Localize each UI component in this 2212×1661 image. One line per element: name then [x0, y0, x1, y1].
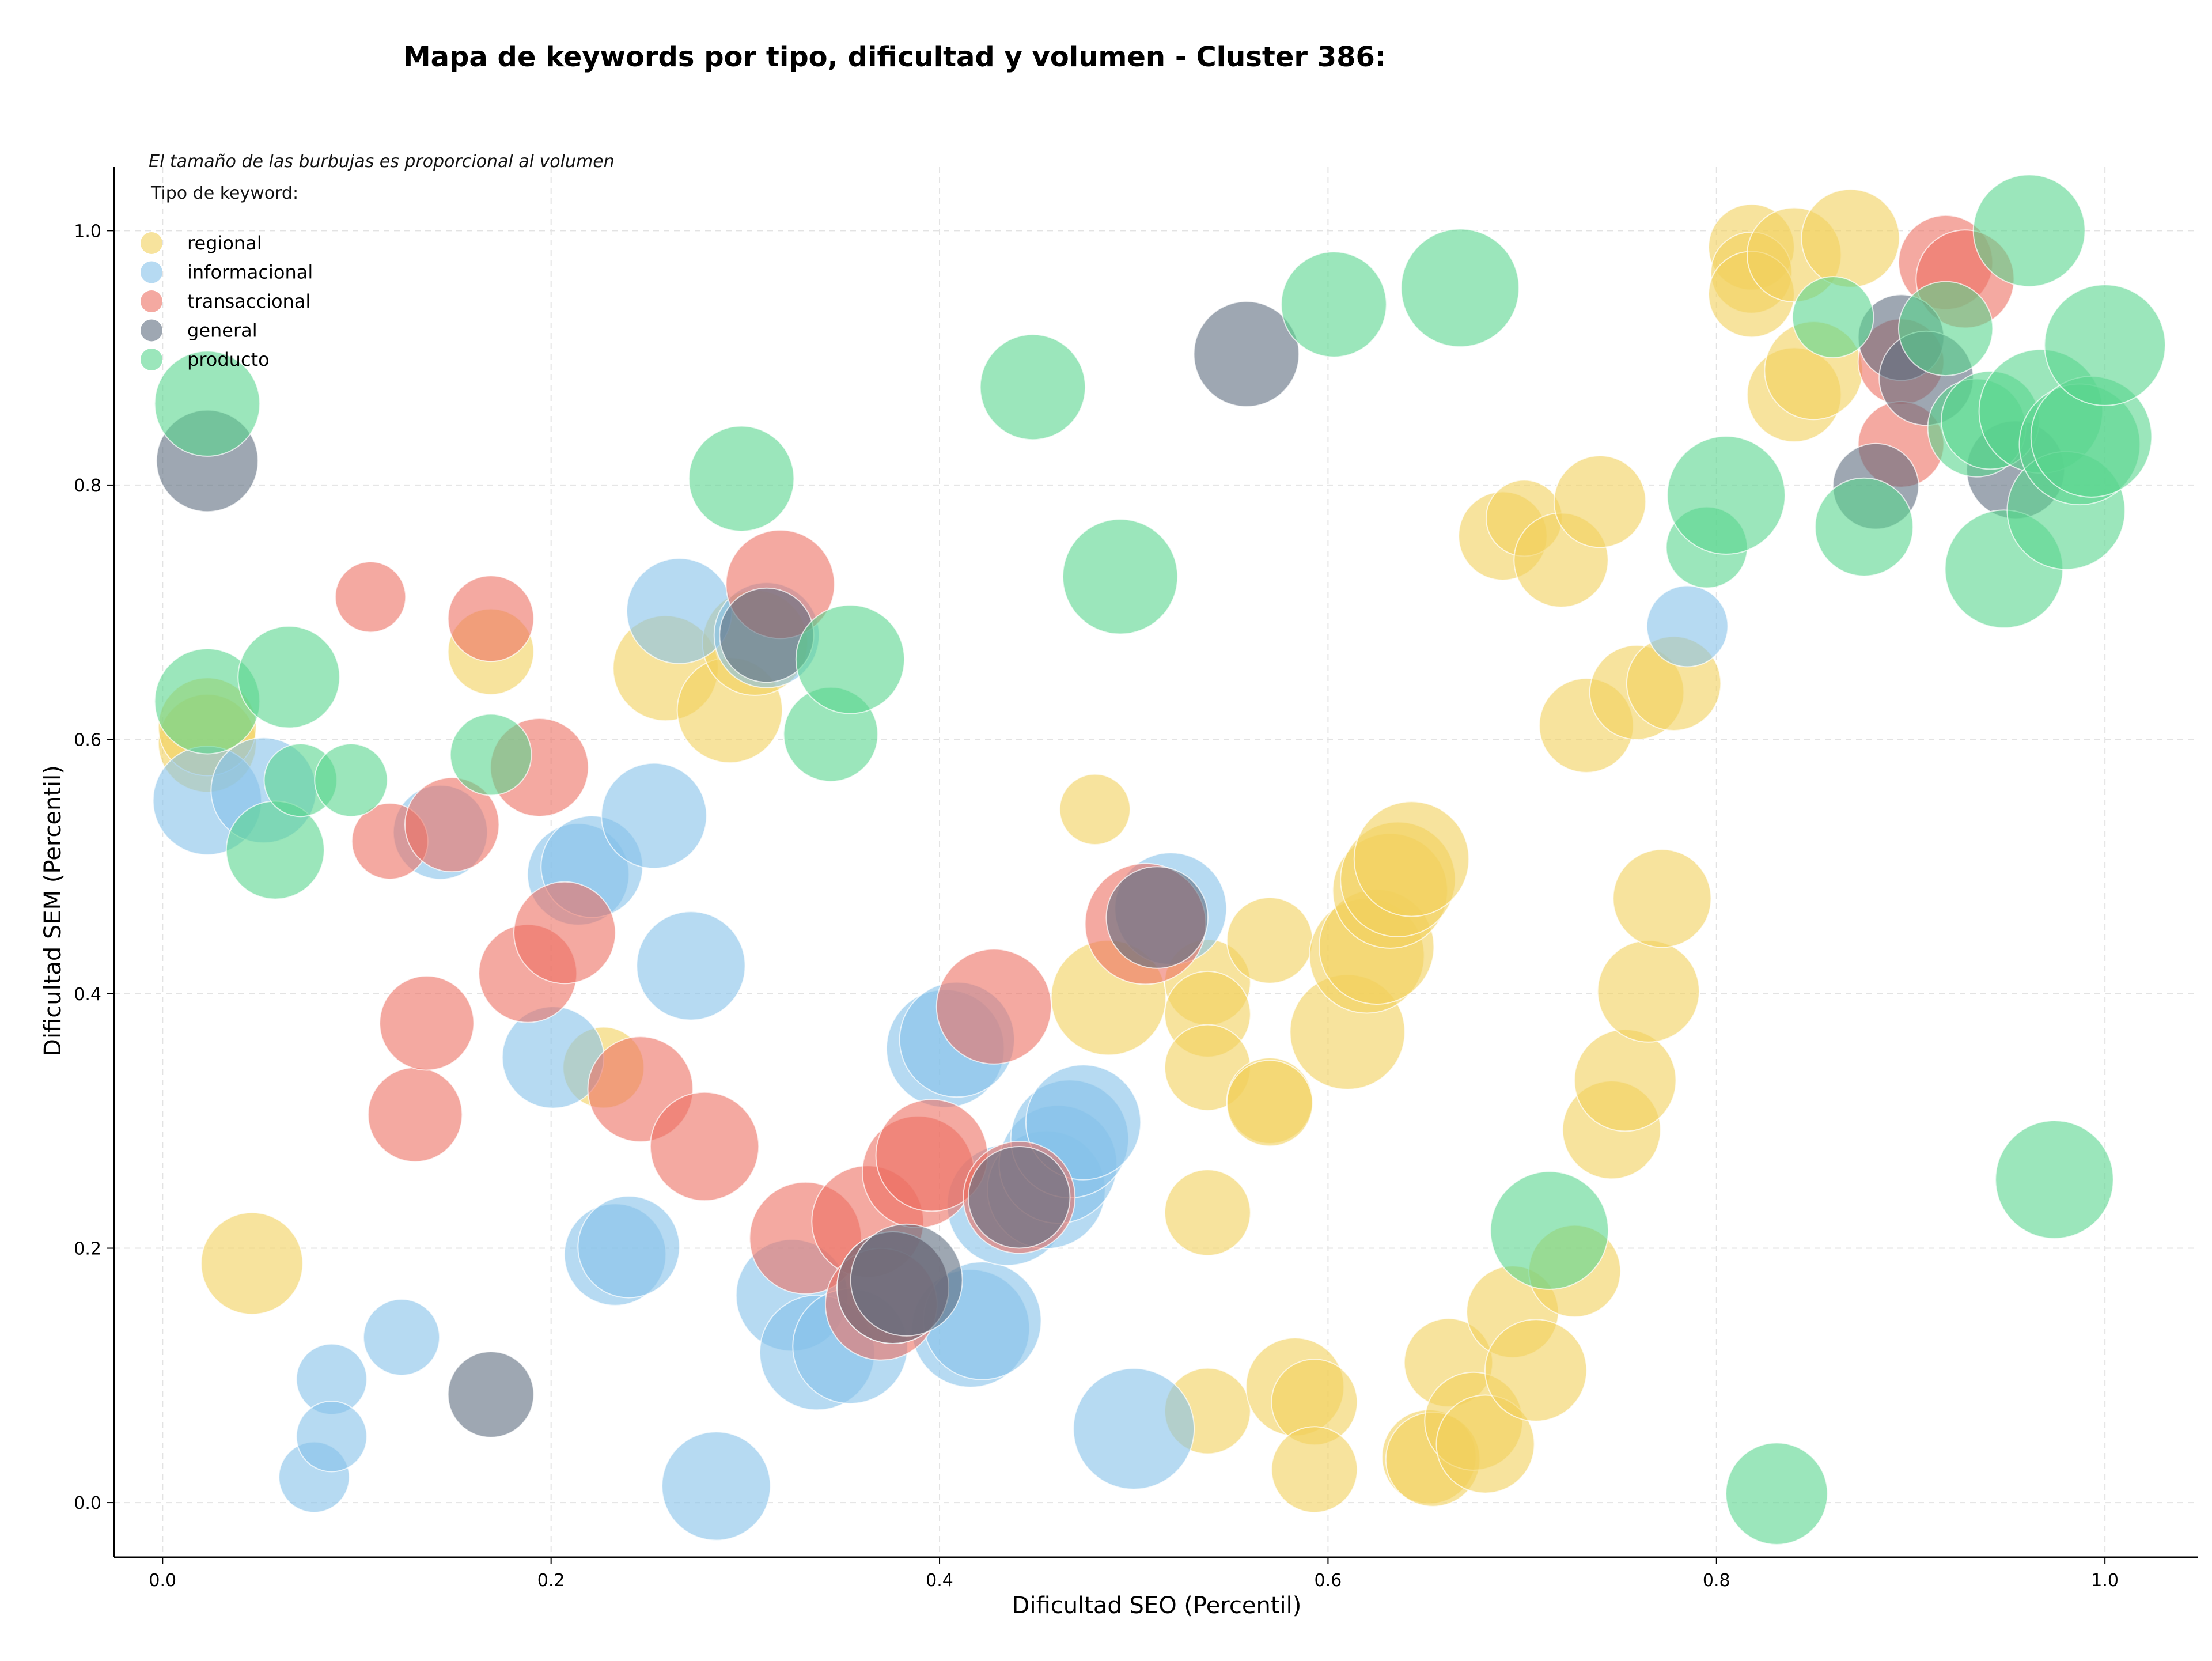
y-axis-label: Dificultad SEM (Percentil) — [40, 765, 66, 1057]
y-tick-label: 0.4 — [74, 985, 101, 1005]
bubbles — [152, 174, 2166, 1545]
bubble-producto — [1897, 281, 1994, 377]
y-tick-label: 0.0 — [74, 1493, 101, 1514]
legend-marker-regional — [141, 232, 162, 254]
bubble-producto — [1972, 174, 2086, 287]
legend-marker-general — [141, 319, 162, 342]
bubble-producto — [795, 604, 906, 714]
legend-label-producto: producto — [187, 349, 270, 370]
bubble-regional — [1612, 849, 1712, 948]
legend-title: Tipo de keyword: — [150, 183, 298, 203]
y-tick-label: 1.0 — [74, 221, 101, 241]
x-axis-label: Dificultad SEO (Percentil) — [1012, 1592, 1302, 1619]
bubble-producto — [1062, 519, 1179, 635]
bubble-producto — [688, 425, 795, 532]
bubble-producto — [2044, 284, 2166, 406]
bubble-regional — [200, 1212, 304, 1315]
bubble-regional — [1484, 1319, 1588, 1422]
bubble-producto — [154, 350, 261, 457]
bubble-transaccional — [513, 881, 616, 985]
bubble-transaccional — [404, 777, 500, 873]
bubble-regional — [1226, 896, 1313, 984]
bubble-informacional — [661, 1431, 771, 1541]
bubble-producto — [1791, 276, 1874, 358]
bubble-producto — [1281, 251, 1387, 358]
bubble-transaccional — [334, 561, 407, 633]
bubble-general — [1105, 866, 1209, 969]
x-tick-label: 0.8 — [1703, 1571, 1730, 1591]
bubble-producto — [1400, 228, 1520, 348]
bubble-producto — [449, 713, 532, 796]
bubble-producto — [1725, 1442, 1828, 1545]
bubble-informacional — [363, 1299, 441, 1376]
bubble-size-note: El tamaño de las burbujas es proporciona… — [149, 152, 615, 172]
x-tick-label: 0.0 — [149, 1571, 176, 1591]
bubble-producto — [1490, 1171, 1609, 1290]
bubble-producto — [1666, 436, 1786, 555]
bubble-producto — [1814, 477, 1914, 577]
bubble-regional — [1553, 455, 1647, 548]
bubble-informacional — [1646, 585, 1729, 668]
x-tick-label: 1.0 — [2091, 1571, 2119, 1591]
legend-label-informacional: informacional — [187, 262, 313, 283]
bubble-informacional — [636, 911, 746, 1021]
bubble-regional — [1353, 801, 1470, 917]
bubble-regional — [1435, 1394, 1535, 1494]
bubble-producto — [314, 743, 388, 818]
bubble-producto — [979, 334, 1086, 441]
bubble-transaccional — [367, 1067, 463, 1163]
legend-marker-informacional — [141, 261, 162, 283]
bubble-transaccional — [649, 1091, 760, 1202]
x-tick-label: 0.6 — [1315, 1571, 1342, 1591]
y-tick-label: 0.2 — [74, 1239, 101, 1259]
legend-marker-producto — [141, 349, 162, 370]
bubble-general — [968, 1145, 1071, 1249]
bubble-regional — [1164, 1169, 1251, 1257]
y-tick-label: 0.8 — [74, 476, 101, 496]
bubble-producto — [1995, 1120, 2114, 1239]
bubble-informacional — [577, 1195, 680, 1299]
chart-title: Mapa de keywords por tipo, dificultad y … — [403, 41, 1386, 73]
bubble-informacional — [296, 1401, 368, 1473]
axes: 0.0 0.2 0.4 0.6 0.8 1.0 0.0 0.2 0.4 0.6 0.8 1.0 — [74, 167, 2198, 1591]
bubble-general — [1193, 301, 1300, 407]
legend-label-transaccional: transaccional — [187, 290, 310, 312]
bubble-informacional — [1025, 1064, 1142, 1181]
bubble-regional — [1059, 773, 1131, 846]
bubble-informacional — [601, 762, 707, 869]
bubble-informacional — [1073, 1368, 1195, 1490]
bubble-transaccional — [935, 948, 1052, 1065]
bubble-general — [850, 1223, 963, 1337]
legend-label-general: general — [187, 320, 257, 342]
bubble-regional — [1226, 1060, 1313, 1147]
legend-label-regional: regional — [187, 232, 262, 254]
bubble-transaccional — [379, 975, 475, 1071]
bubble-regional — [1271, 1426, 1358, 1514]
y-tick-label: 0.6 — [74, 730, 101, 750]
x-tick-label: 0.2 — [537, 1571, 565, 1591]
legend-marker-transaccional — [141, 290, 162, 312]
x-tick-label: 0.4 — [926, 1571, 953, 1591]
legend: regional informacional transaccional genera… — [141, 232, 313, 370]
bubble-producto — [237, 626, 340, 729]
bubble-regional — [1574, 1028, 1677, 1132]
bubble-general — [447, 1350, 535, 1438]
bubble-regional — [1801, 188, 1900, 288]
bubble-regional — [1597, 940, 1700, 1043]
bubble-transaccional — [447, 575, 535, 663]
